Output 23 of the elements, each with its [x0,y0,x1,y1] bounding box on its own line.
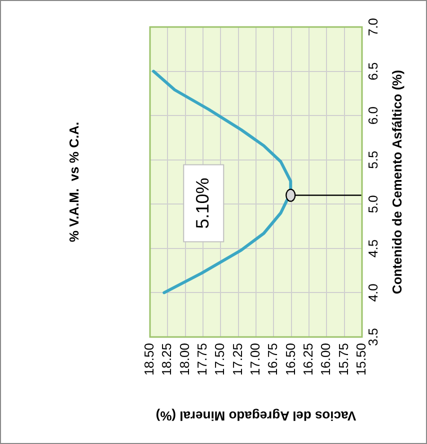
x-tick-label: 16.00 [318,343,334,376]
x-tick-label: 18.50 [142,343,157,376]
x-tick-label: 16.75 [265,343,280,376]
x-tick-label: 17.00 [248,343,263,376]
y-tick-label: 6.0 [366,106,381,125]
x-tick-label: 16.50 [282,343,298,376]
y-tick-label: 6.5 [366,62,381,80]
y-tick-label: 7.0 [366,18,381,36]
x-tick-label: 17.50 [212,343,228,376]
y-tick-label: 5.0 [366,195,381,214]
text: % V.A.M. vs % C.A. [66,122,82,242]
x-tick-label: 17.75 [194,343,210,376]
y-tick-label: 4.0 [366,284,381,302]
x-tick-label: 17.25 [230,343,245,376]
x-tick-label: 18.00 [176,343,192,376]
y-tick-label: 4.5 [366,239,381,258]
x-axis-title: Vacios del Agregado Mineral (%) [156,408,356,424]
x-tick-label: 18.25 [159,343,174,376]
y-tick-label: 5.5 [366,150,381,169]
y-axis-title: Contenido de Cemento Asfáltico (%) [390,70,405,294]
x-tick-label: 16.25 [300,343,316,376]
x-tick-label: 15.75 [336,343,351,376]
ref-line-label: 5.10% [192,178,213,229]
